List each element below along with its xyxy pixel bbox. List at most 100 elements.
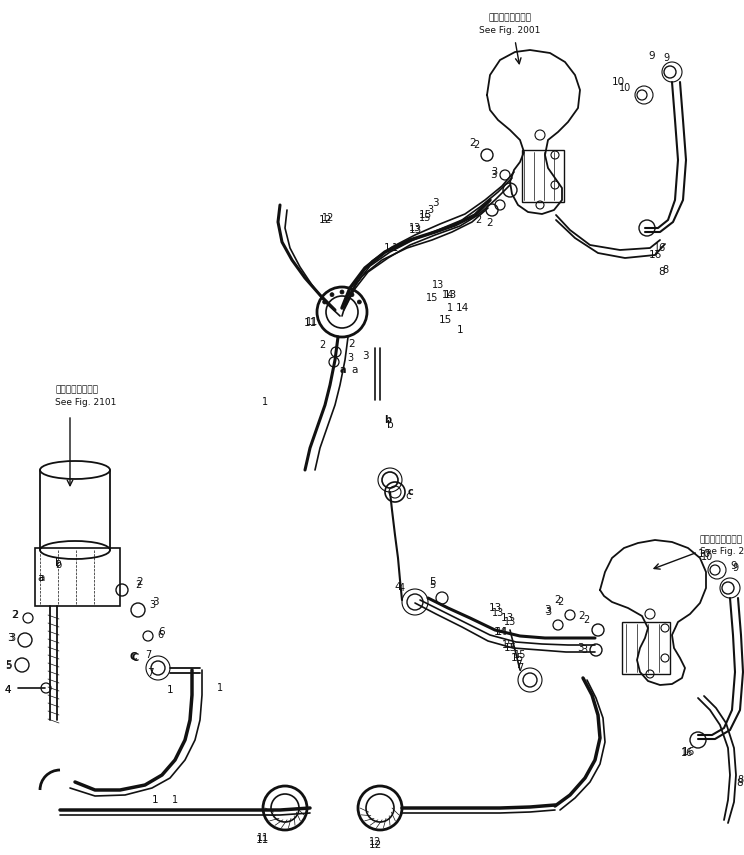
- Text: 9: 9: [731, 561, 737, 571]
- Text: a: a: [37, 573, 43, 583]
- Text: See Fig. 2001: See Fig. 2001: [479, 26, 541, 34]
- Text: 15: 15: [504, 643, 516, 653]
- Text: 3: 3: [581, 645, 587, 655]
- Text: c: c: [407, 487, 413, 497]
- Text: 3: 3: [544, 605, 551, 615]
- Text: 12: 12: [369, 837, 381, 847]
- Text: 2: 2: [469, 138, 476, 148]
- Text: 8: 8: [737, 778, 743, 788]
- Text: 10: 10: [701, 552, 713, 562]
- Text: 5: 5: [429, 577, 435, 587]
- Text: 2: 2: [135, 580, 141, 590]
- Text: 8: 8: [658, 267, 665, 277]
- Text: 3: 3: [427, 205, 433, 215]
- Text: 13: 13: [488, 603, 501, 613]
- Text: 13: 13: [408, 225, 422, 235]
- Text: a: a: [352, 365, 358, 375]
- Text: 10: 10: [619, 83, 631, 93]
- Text: 15: 15: [426, 293, 438, 303]
- Text: 3: 3: [152, 597, 158, 607]
- Text: 14: 14: [442, 290, 454, 300]
- Text: 11: 11: [255, 835, 269, 845]
- Text: 1: 1: [167, 685, 173, 695]
- Text: 1: 1: [447, 303, 453, 313]
- Text: 15: 15: [514, 650, 526, 660]
- Text: 2: 2: [583, 615, 589, 625]
- Text: 2: 2: [319, 340, 325, 350]
- Text: 2: 2: [12, 610, 18, 620]
- Text: b: b: [385, 415, 391, 425]
- Text: 3: 3: [545, 607, 551, 617]
- Text: 14: 14: [455, 303, 469, 313]
- Text: 2: 2: [475, 215, 481, 225]
- Text: 12: 12: [318, 215, 332, 225]
- Text: 14: 14: [496, 627, 508, 637]
- Text: 7: 7: [515, 660, 522, 670]
- Text: 第２００１図参照: 第２００１図参照: [700, 535, 743, 545]
- Text: C: C: [132, 653, 138, 663]
- Text: 2: 2: [349, 339, 356, 349]
- Circle shape: [330, 292, 334, 297]
- Text: 16: 16: [681, 748, 693, 758]
- Text: 7: 7: [145, 650, 151, 660]
- Text: a: a: [39, 573, 45, 583]
- Text: 15: 15: [418, 210, 432, 220]
- Text: 4: 4: [4, 685, 11, 695]
- Text: 第２１０１図参照: 第２１０１図参照: [55, 386, 98, 394]
- Text: 2: 2: [579, 611, 586, 621]
- Text: 8: 8: [737, 775, 743, 785]
- Text: 5: 5: [4, 660, 11, 670]
- Text: 13: 13: [501, 613, 513, 623]
- Text: 2: 2: [12, 610, 19, 620]
- Text: 13: 13: [409, 223, 421, 233]
- Text: 4: 4: [399, 583, 405, 593]
- Text: 12: 12: [322, 213, 334, 223]
- Text: 12: 12: [368, 840, 382, 850]
- Text: 2: 2: [473, 140, 479, 150]
- Text: 5: 5: [5, 661, 11, 671]
- Text: 15: 15: [419, 213, 432, 223]
- Text: 16: 16: [648, 250, 661, 260]
- Text: 2: 2: [555, 595, 561, 605]
- Text: 3: 3: [149, 600, 155, 610]
- Text: 11: 11: [257, 833, 269, 843]
- Text: 1: 1: [392, 243, 398, 253]
- Bar: [522, 150, 564, 202]
- Text: 15: 15: [438, 315, 452, 325]
- Text: See Fig. 2101: See Fig. 2101: [55, 398, 116, 406]
- Text: 2: 2: [557, 597, 563, 607]
- Text: 6: 6: [157, 630, 163, 640]
- Text: 13: 13: [432, 280, 444, 290]
- Text: b: b: [55, 560, 61, 570]
- Text: 1: 1: [384, 243, 391, 253]
- Text: 13: 13: [492, 608, 504, 618]
- Text: 1: 1: [217, 683, 223, 693]
- Text: 2: 2: [487, 218, 493, 228]
- Text: 1: 1: [152, 795, 158, 805]
- Text: 11: 11: [306, 317, 318, 327]
- Circle shape: [323, 300, 327, 304]
- Circle shape: [350, 292, 354, 297]
- Text: 4: 4: [5, 685, 11, 695]
- Text: 3: 3: [432, 198, 438, 208]
- Circle shape: [340, 290, 344, 294]
- Text: See Fig. 2001: See Fig. 2001: [700, 547, 744, 557]
- Text: 16: 16: [682, 747, 695, 757]
- Text: 1: 1: [457, 325, 464, 335]
- Text: b: b: [387, 420, 394, 430]
- Circle shape: [357, 300, 362, 304]
- Text: 11: 11: [304, 318, 317, 328]
- Text: 10: 10: [612, 77, 624, 87]
- Text: a: a: [340, 365, 346, 375]
- Text: c: c: [405, 491, 411, 501]
- Text: C: C: [129, 652, 137, 662]
- Text: 5: 5: [429, 580, 435, 590]
- Text: 6: 6: [158, 627, 165, 637]
- Text: 2: 2: [137, 577, 144, 587]
- Text: 1: 1: [262, 397, 268, 407]
- Text: 3: 3: [362, 351, 368, 361]
- Text: 3: 3: [491, 167, 497, 177]
- Text: 14: 14: [493, 627, 507, 637]
- Text: 3: 3: [347, 353, 353, 363]
- Text: 4: 4: [394, 582, 401, 592]
